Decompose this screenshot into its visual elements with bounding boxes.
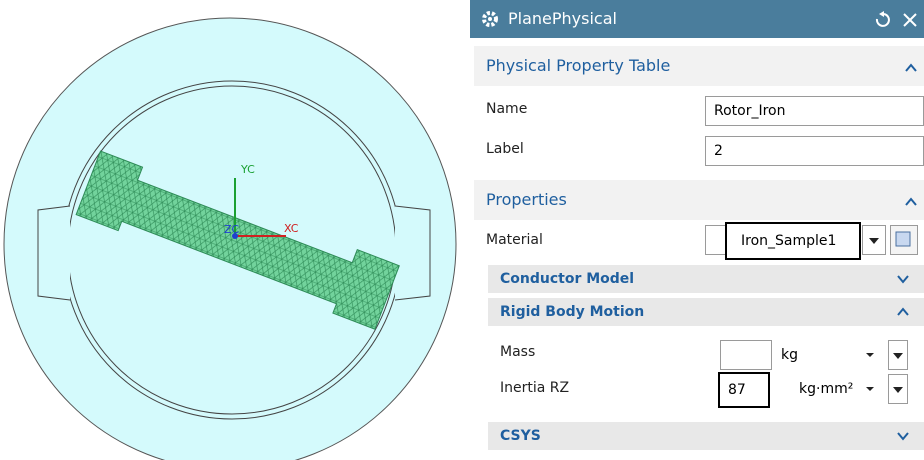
subsection-header[interactable]: Rigid Body Motion <box>488 298 924 326</box>
unit-select[interactable]: kg <box>772 340 884 370</box>
field-label: Mass <box>500 344 535 360</box>
title-bar: PlanePhysical <box>470 0 924 38</box>
field-label: Name <box>486 101 527 117</box>
field-label: Inertia RZ <box>500 380 569 396</box>
x-label: XC <box>284 222 299 235</box>
section-header[interactable]: Properties <box>474 180 924 220</box>
subsection-header[interactable]: CSYS <box>488 422 924 450</box>
field-label: Material <box>486 232 543 248</box>
y-label: YC <box>240 163 255 176</box>
field-label: Label <box>486 141 524 157</box>
page: YC XC ZC PlanePhysical Physical Property… <box>0 0 924 460</box>
unit-select[interactable]: kg·mm² <box>788 374 884 404</box>
viewport: YC XC ZC <box>0 0 470 460</box>
material-value[interactable]: Iron_Sample1 <box>725 222 861 260</box>
text-input[interactable]: 2 <box>705 136 924 166</box>
title-buttons[interactable] <box>872 10 922 30</box>
library-button[interactable] <box>890 225 918 255</box>
tab-left <box>38 206 70 300</box>
text-input[interactable] <box>720 340 772 370</box>
inertia-value[interactable]: 87 <box>718 372 770 408</box>
subsection-header[interactable]: Conductor Model <box>488 265 924 293</box>
section-header[interactable]: Physical Property Table <box>474 46 924 86</box>
dialog-title: PlanePhysical <box>508 9 617 28</box>
dropdown[interactable] <box>888 374 908 404</box>
dropdown[interactable] <box>888 340 908 370</box>
tab-right <box>395 206 430 300</box>
text-input[interactable]: Rotor_Iron <box>705 96 924 126</box>
gear-icon <box>480 9 500 29</box>
z-label: ZC <box>224 223 240 236</box>
dropdown[interactable] <box>862 225 886 255</box>
